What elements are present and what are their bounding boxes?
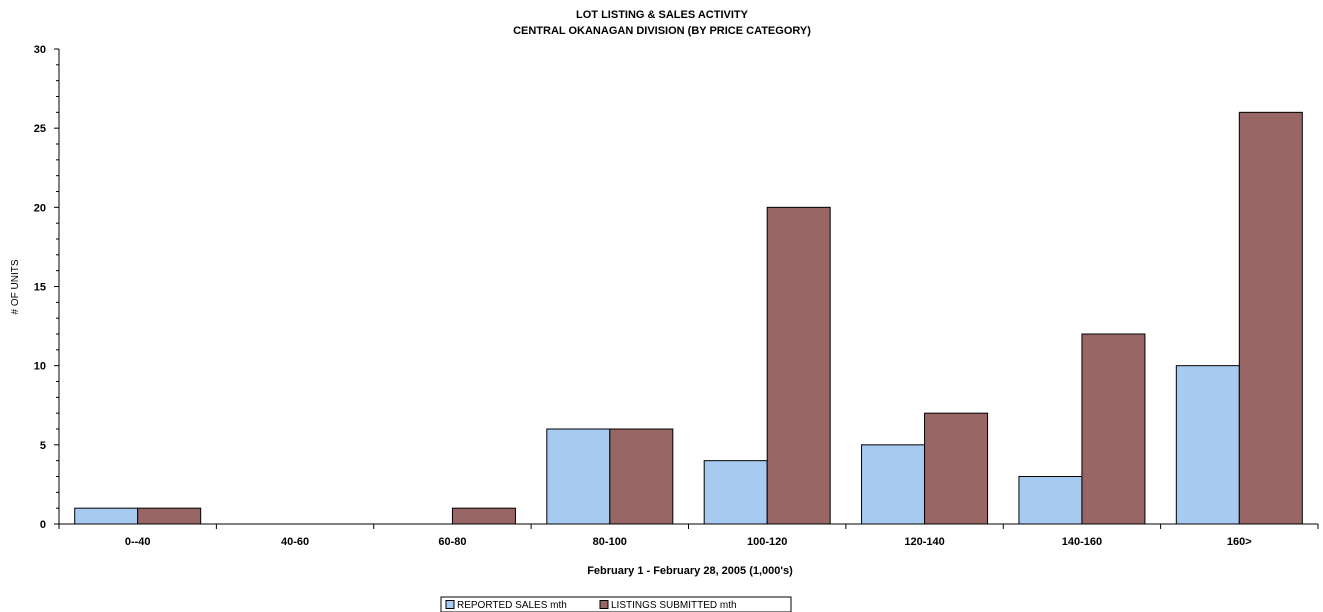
y-tick-label: 0 bbox=[40, 519, 46, 531]
bar-reported-sales-3 bbox=[546, 428, 611, 525]
chart-subtitle: CENTRAL OKANAGAN DIVISION (BY PRICE CATE… bbox=[513, 25, 811, 37]
y-axis-label: # OF UNITS bbox=[10, 259, 21, 314]
bar-listings-submitted-0 bbox=[137, 507, 202, 525]
plot-area: 0 5 10 15 20 25 30 0--40 40-60 60-80 80-100 100-120… bbox=[34, 44, 1319, 548]
bar-listings-submitted-3 bbox=[609, 428, 674, 525]
x-tick-label: 40-60 bbox=[281, 536, 309, 548]
legend-swatch bbox=[445, 600, 455, 609]
legend-box bbox=[440, 596, 792, 612]
y-tick-label: 5 bbox=[40, 440, 46, 452]
bar-listings-submitted-7 bbox=[1238, 111, 1303, 525]
legend-entry: REPORTED SALES mth bbox=[457, 600, 567, 611]
bar-reported-sales-0 bbox=[74, 507, 139, 525]
bar-reported-sales-7 bbox=[1175, 365, 1240, 525]
y-tick-label: 10 bbox=[34, 361, 46, 373]
x-axis-label: February 1 - February 28, 2005 (1,000's) bbox=[587, 565, 793, 577]
bar-reported-sales-6 bbox=[1018, 476, 1083, 525]
x-tick-label: 0--40 bbox=[125, 536, 151, 548]
x-tick-label: 80-100 bbox=[593, 536, 627, 548]
x-tick-label: 160> bbox=[1227, 536, 1252, 548]
y-tick-label: 25 bbox=[34, 123, 46, 135]
legend-entry: LISTINGS SUBMITTED mth bbox=[611, 600, 737, 611]
bar-listings-submitted-5 bbox=[924, 412, 989, 525]
bar-reported-sales-4 bbox=[703, 460, 768, 525]
y-tick-label: 30 bbox=[34, 44, 46, 56]
bar-listings-submitted-4 bbox=[766, 206, 831, 525]
legend: REPORTED SALES mth LISTINGS SUBMITTED mth bbox=[440, 596, 792, 612]
legend-swatch bbox=[599, 600, 609, 609]
x-tick-label: 120-140 bbox=[904, 536, 944, 548]
x-tick-label: 100-120 bbox=[747, 536, 787, 548]
y-tick-label: 20 bbox=[34, 202, 46, 214]
y-tick-label: 15 bbox=[34, 282, 46, 294]
bar-reported-sales-5 bbox=[861, 444, 926, 525]
bar-listings-submitted-2 bbox=[451, 507, 516, 525]
x-tick-label: 60-80 bbox=[438, 536, 466, 548]
x-tick-label: 140-160 bbox=[1062, 536, 1102, 548]
chart-title: LOT LISTING & SALES ACTIVITY bbox=[576, 9, 749, 21]
bar-listings-submitted-6 bbox=[1081, 333, 1146, 525]
